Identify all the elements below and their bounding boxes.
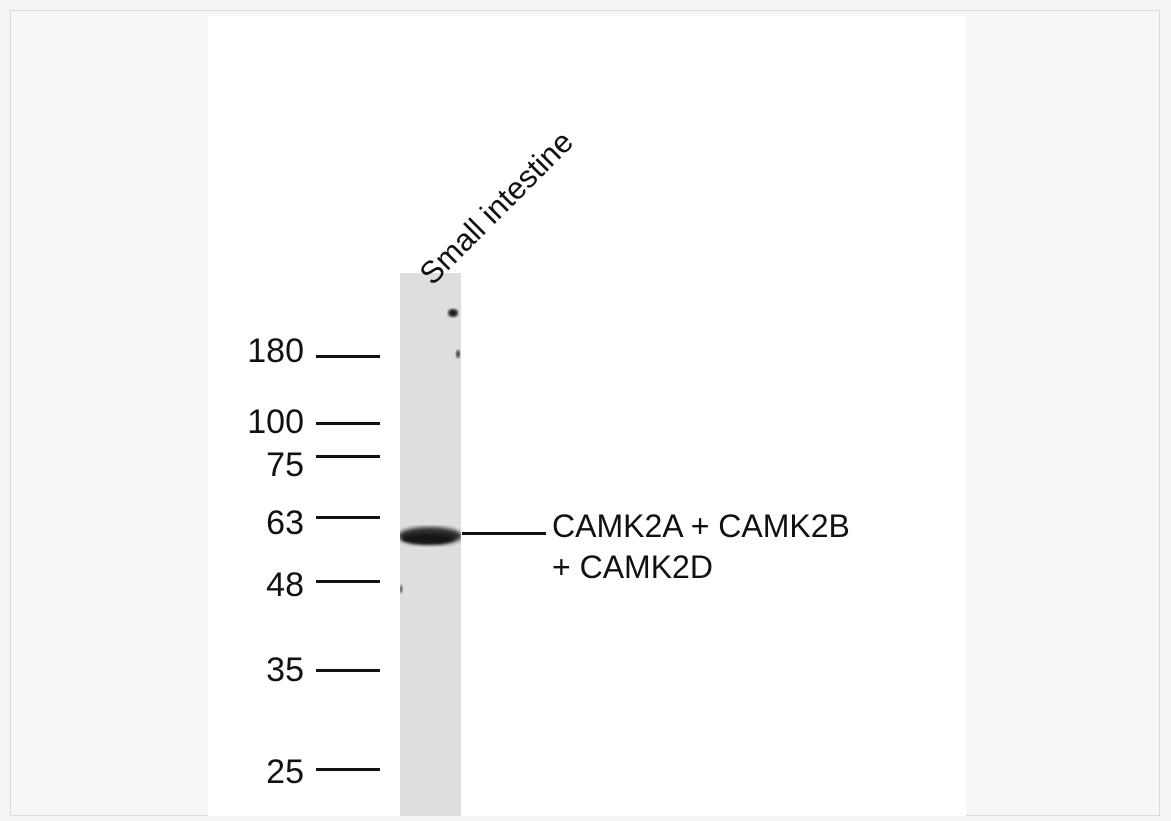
marker-label-35: 35 <box>266 651 304 689</box>
marker-tick-48 <box>316 580 380 583</box>
marker-tick-25 <box>316 768 380 771</box>
top-spot <box>448 309 458 317</box>
marker-label-75: 75 <box>266 446 304 484</box>
marker-label-48: 48 <box>266 566 304 604</box>
edge-spot <box>400 585 403 593</box>
marker-label-25: 25 <box>266 753 304 791</box>
marker-tick-100 <box>316 422 380 425</box>
band-label-line1: CAMK2A + CAMK2B <box>552 508 850 544</box>
marker-tick-75 <box>316 455 380 458</box>
main-band-core <box>402 534 454 544</box>
marker-tick-180 <box>316 355 380 358</box>
marker-label-63: 63 <box>266 504 304 542</box>
upper-spot <box>456 350 460 358</box>
marker-tick-63 <box>316 516 380 519</box>
marker-label-100: 100 <box>247 403 304 441</box>
band-label: CAMK2A + CAMK2B + CAMK2D <box>552 506 850 588</box>
marker-tick-35 <box>316 669 380 672</box>
lane-bands <box>400 309 461 593</box>
blot-panel <box>208 16 966 816</box>
band-pointer-line <box>462 532 546 535</box>
band-label-line2: + CAMK2D <box>552 549 713 585</box>
marker-label-180: 180 <box>247 332 304 370</box>
